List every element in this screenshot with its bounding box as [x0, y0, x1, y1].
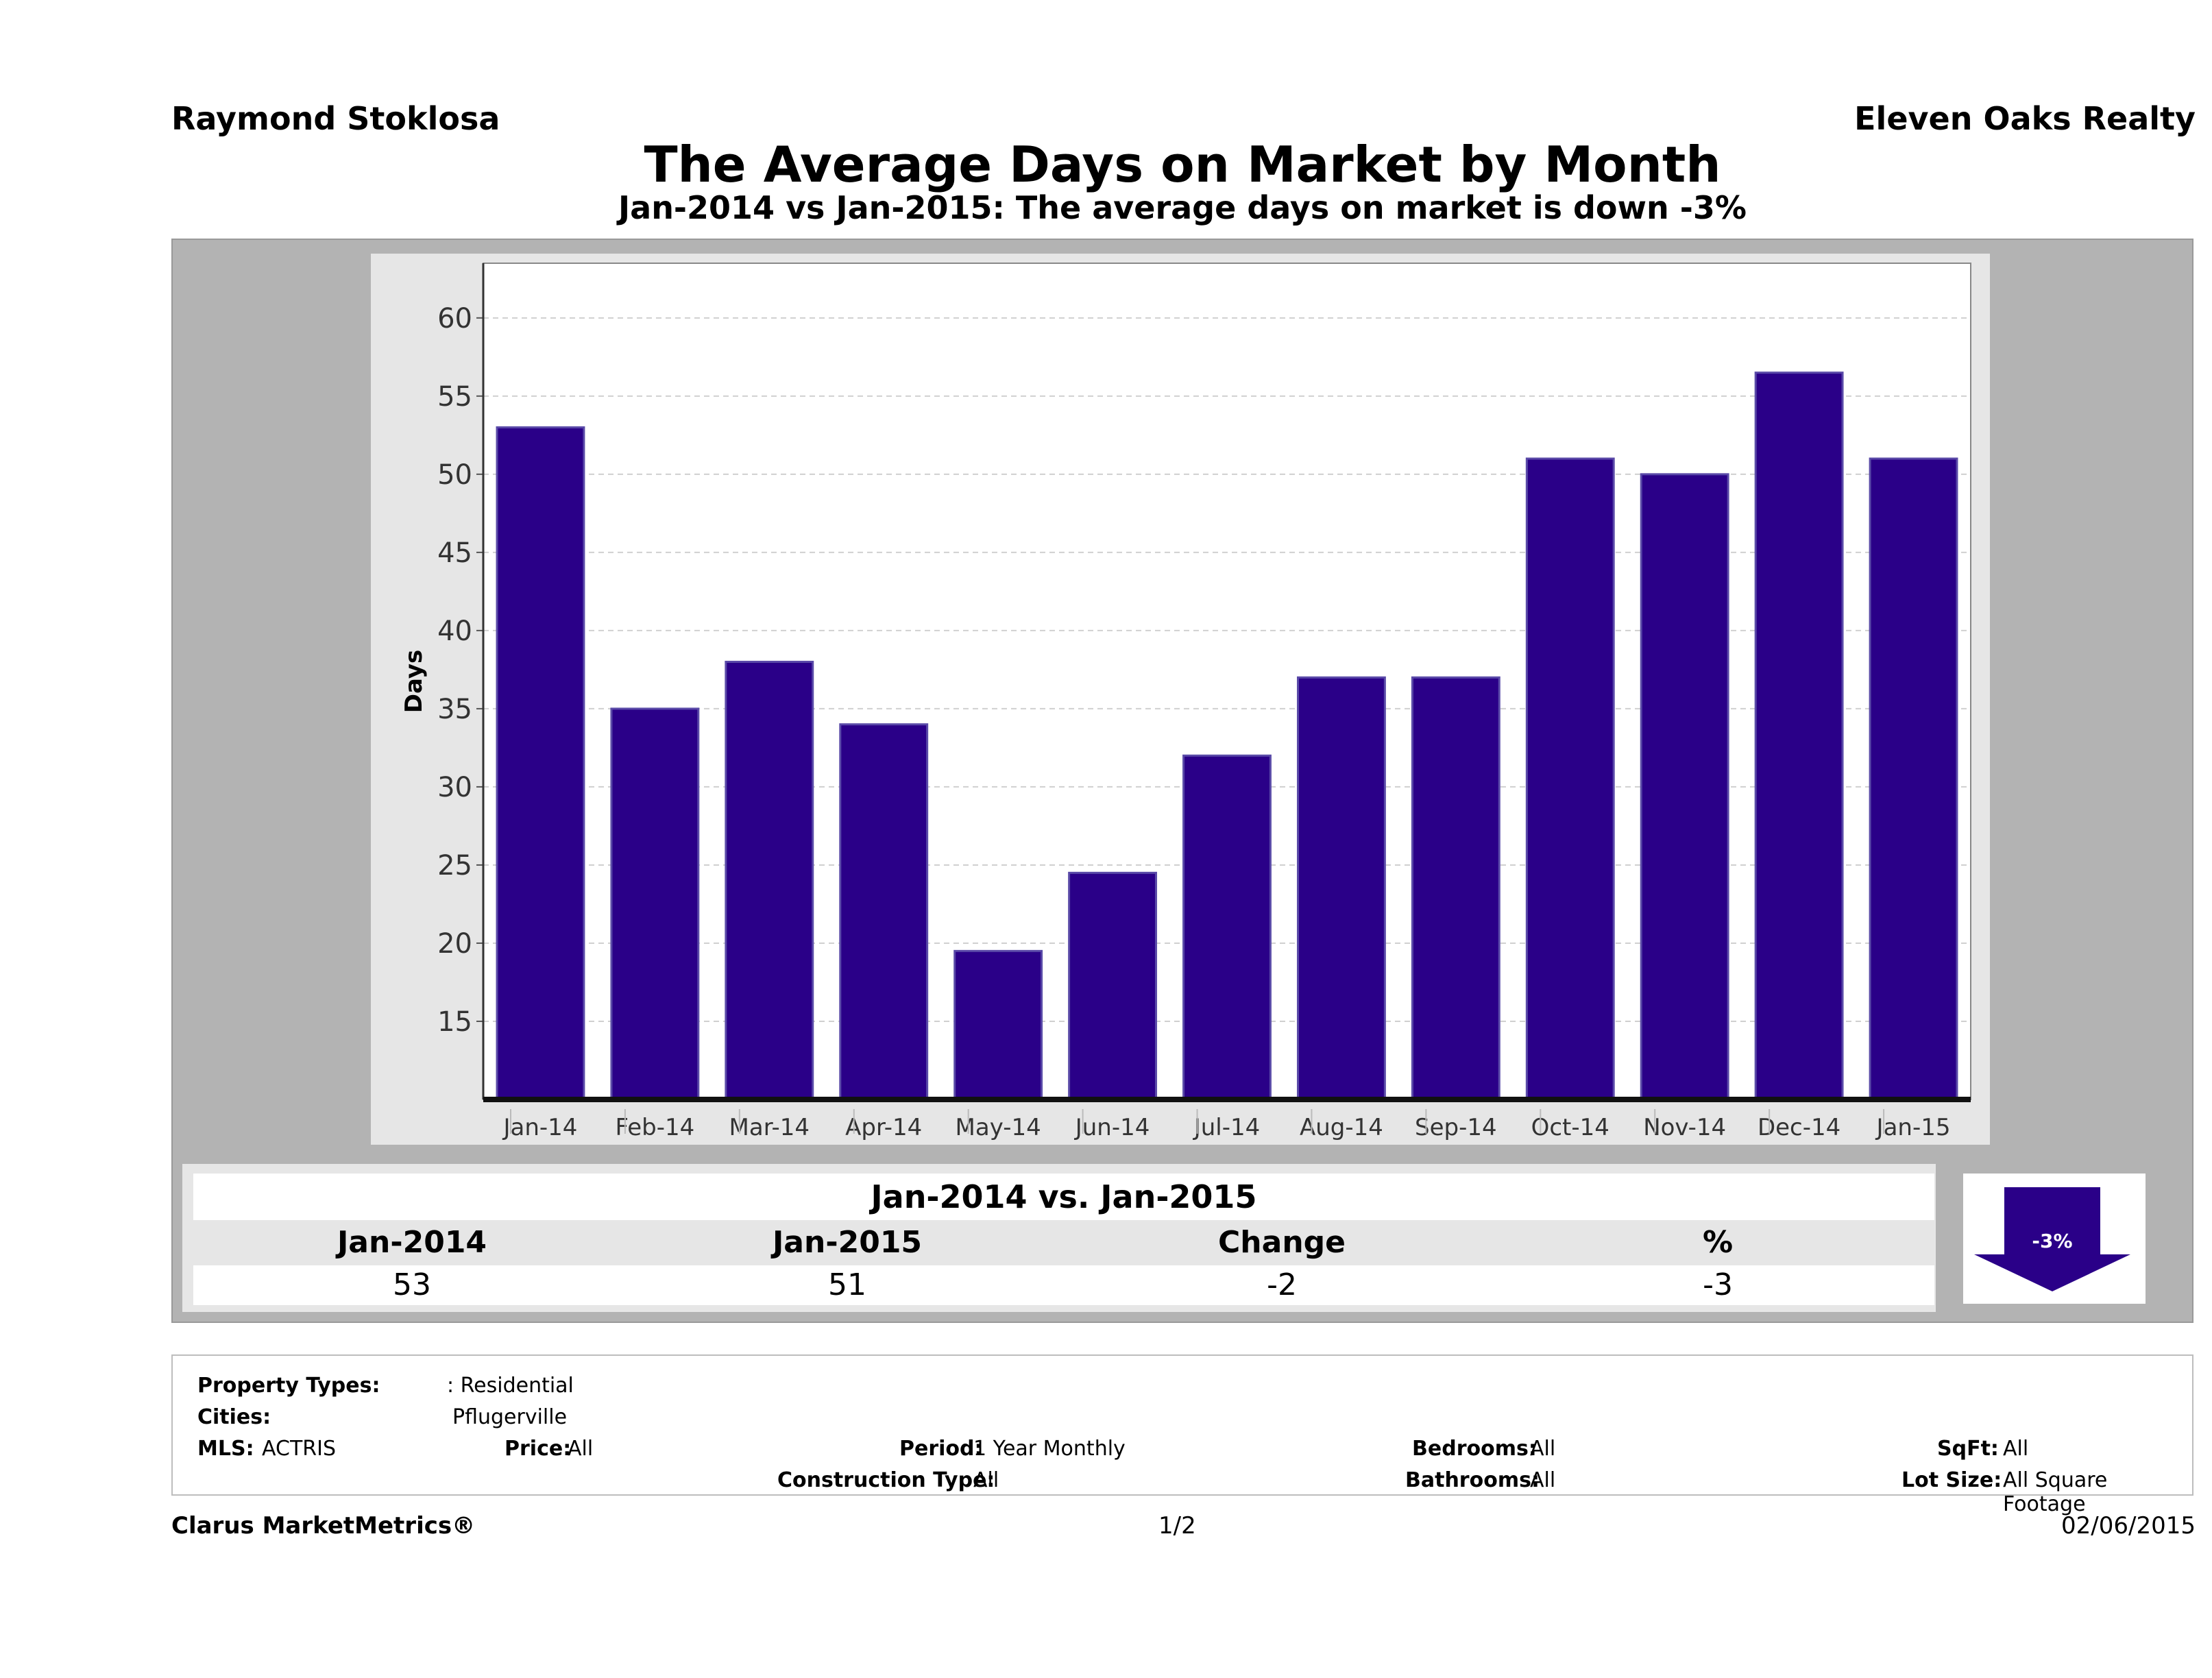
construction-type-label: Construction Type: [777, 1468, 995, 1492]
footer-brand: Clarus MarketMetrics® [171, 1512, 476, 1540]
x-tick-label: Nov-14 [1643, 1114, 1726, 1141]
bedrooms-label: Bedrooms: [1412, 1437, 1537, 1461]
comparison-value-jan2015: 51 [828, 1267, 866, 1302]
comparison-value-row: 53 51 -2 -3 [193, 1265, 1934, 1305]
bar-feb-14 [610, 707, 700, 1101]
bar-mar-14 [725, 660, 814, 1101]
page-number: 1/2 [1158, 1512, 1196, 1540]
y-tick-label: 15 [437, 1006, 472, 1038]
x-tick-label: Jul-14 [1193, 1114, 1261, 1141]
x-tick-label: Feb-14 [616, 1114, 695, 1141]
bar-chart: 15 20 25 30 35 40 45 50 55 60 Days Jan-14 Feb-14 Mar-… [400, 263, 1971, 1141]
bar-jul-14 [1182, 754, 1272, 1101]
x-tick-label: Oct-14 [1531, 1114, 1609, 1141]
x-tick-label: Apr-14 [845, 1114, 922, 1141]
comparison-header-jan2015: Jan-2015 [772, 1225, 923, 1260]
x-tick-label: Jan-14 [502, 1114, 577, 1141]
bar-dec-14 [1754, 372, 1844, 1101]
price-label: Price: [505, 1437, 572, 1461]
bar-jun-14 [1068, 871, 1158, 1101]
filter-criteria: Property Types: : Residential Cities: Pf… [171, 1354, 2193, 1516]
y-tick-label: 40 [437, 616, 472, 647]
bar-nov-14 [1640, 473, 1729, 1101]
y-tick-label: 25 [437, 850, 472, 881]
price-value: All [568, 1437, 594, 1461]
bedrooms-value: All [1530, 1437, 1556, 1461]
y-axis-label: Days [400, 650, 428, 714]
bar-oct-14 [1525, 457, 1615, 1101]
bathrooms-value: All [1530, 1468, 1556, 1492]
chart-panel: 15 20 25 30 35 40 45 50 55 60 Days Jan-14 Feb-14 Mar-… [371, 254, 1990, 1145]
x-tick-label: Dec-14 [1758, 1114, 1840, 1141]
comparison-value-percent: -3 [1703, 1267, 1733, 1302]
mls-value: ACTRIS [262, 1437, 337, 1461]
chart-title: The Average Days on Market by Month [644, 136, 1721, 193]
comparison-header-change: Change [1218, 1225, 1346, 1260]
y-tick-label: 30 [437, 772, 472, 803]
bar-may-14 [953, 949, 1043, 1101]
cities-value: Pflugerville [452, 1405, 568, 1429]
down-arrow-icon: -3% [1974, 1187, 2130, 1291]
bar-apr-14 [839, 723, 929, 1101]
x-tick-label: May-14 [956, 1114, 1041, 1141]
trend-badge-label: -3% [2032, 1230, 2072, 1252]
comparison-heading: Jan-2014 vs. Jan-2015 [193, 1174, 1934, 1220]
y-tick-label: 45 [437, 537, 472, 569]
property-types-label: Property Types: [197, 1374, 380, 1398]
comparison-header-percent: % [1702, 1225, 1734, 1260]
period-label: Period: [899, 1437, 983, 1461]
y-tick-label: 50 [437, 459, 472, 491]
bar-jan-15 [1869, 457, 1958, 1101]
cities-label: Cities: [197, 1405, 271, 1429]
x-tick-label: Jun-14 [1074, 1114, 1150, 1141]
y-tick-label: 35 [437, 694, 472, 725]
mls-label: MLS: [197, 1437, 254, 1461]
comparison-value-jan2014: 53 [393, 1267, 431, 1302]
lot-size-value: All Square Footage [2003, 1468, 2108, 1516]
x-tick-label: Mar-14 [729, 1114, 810, 1141]
bar-aug-14 [1296, 676, 1386, 1101]
y-tick-label: 60 [437, 303, 472, 335]
agent-name: Raymond Stoklosa [171, 100, 500, 137]
x-tick-label: Aug-14 [1300, 1114, 1383, 1141]
comparison-value-change: -2 [1267, 1267, 1297, 1302]
x-tick-label: Jan-15 [1875, 1114, 1951, 1141]
sqft-value: All [2003, 1437, 2029, 1461]
comparison-table: Jan-2014 vs. Jan-2015 Jan-2014 Jan-2015 … [182, 1164, 1936, 1312]
company-name: Eleven Oaks Realty [1854, 100, 2196, 137]
trend-badge: -3% [1963, 1174, 2146, 1304]
chart-subtitle: Jan-2014 vs Jan-2015: The average days o… [618, 189, 1747, 226]
property-types-value: : Residential [447, 1374, 574, 1398]
bathrooms-label: Bathrooms: [1405, 1468, 1540, 1492]
x-tick-label: Sep-14 [1415, 1114, 1497, 1141]
construction-type-value: All [973, 1468, 999, 1492]
comparison-header-jan2014: Jan-2014 [337, 1225, 487, 1260]
bar-sep-14 [1411, 676, 1500, 1101]
sqft-label: SqFt: [1937, 1437, 1999, 1461]
report-date: 02/06/2015 [2061, 1512, 2196, 1540]
comparison-header-row: Jan-2014 Jan-2015 Change % [182, 1221, 1936, 1264]
period-value: 1 Year Monthly [973, 1437, 1126, 1461]
y-tick-label: 55 [437, 381, 472, 413]
lot-size-label: Lot Size: [1901, 1468, 2002, 1492]
bar-jan-14 [496, 426, 585, 1101]
y-tick-label: 20 [437, 928, 472, 960]
